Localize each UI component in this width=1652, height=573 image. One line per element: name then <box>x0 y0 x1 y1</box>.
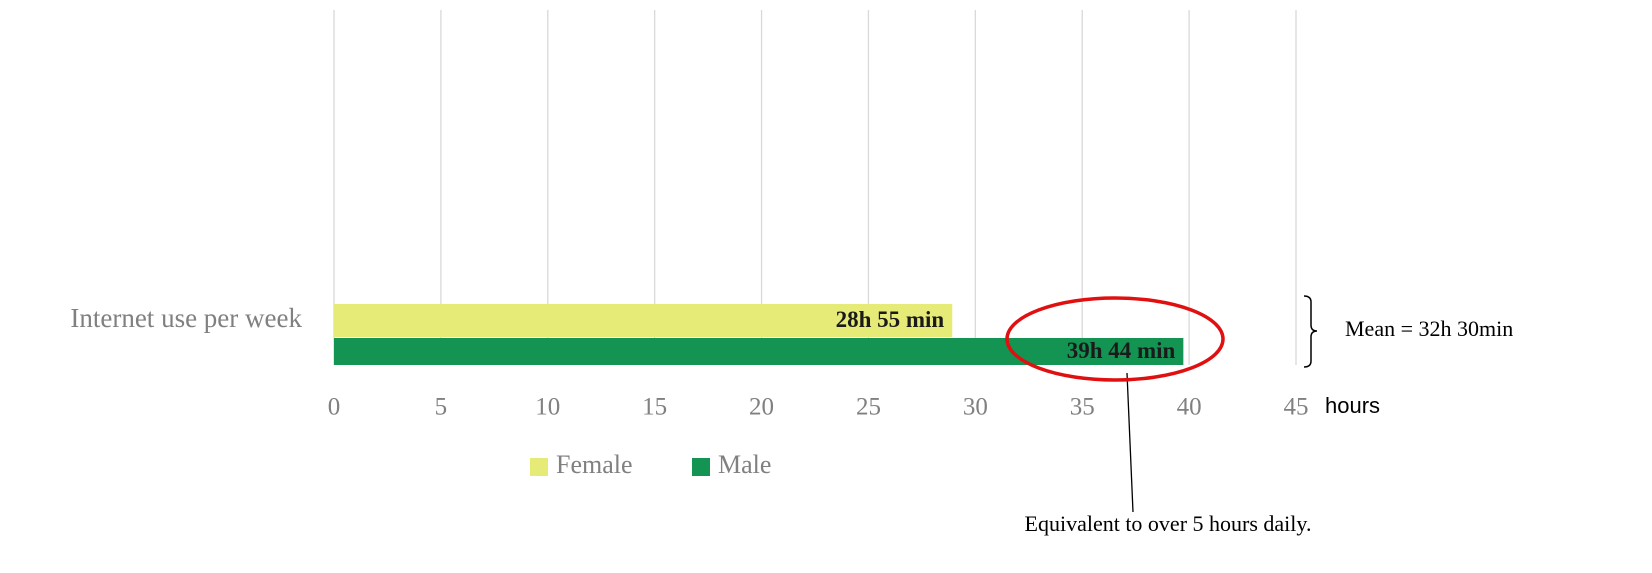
daily-annotation: Equivalent to over 5 hours daily. <box>1025 511 1312 536</box>
x-tick-label: 5 <box>435 394 448 421</box>
x-tick-label: 40 <box>1177 394 1202 421</box>
x-axis-label: hours <box>1325 393 1380 418</box>
x-tick-label: 10 <box>535 394 560 421</box>
bar <box>334 338 1184 365</box>
legend-label: Female <box>556 450 633 479</box>
legend-swatch <box>530 458 548 476</box>
legend-label: Male <box>718 450 771 479</box>
bar <box>334 304 953 337</box>
x-tick-label: 30 <box>963 394 988 421</box>
x-tick-label: 0 <box>328 394 341 421</box>
callout-line <box>1126 372 1134 513</box>
mean-annotation: Mean = 32h 30min <box>1345 316 1513 341</box>
highlight-circle <box>1005 296 1225 382</box>
bracket <box>1303 295 1318 368</box>
x-tick-label: 25 <box>856 394 881 421</box>
x-tick-label: 35 <box>1070 394 1095 421</box>
data-label: 28h 55 min <box>836 307 945 332</box>
x-tick-label: 20 <box>749 394 774 421</box>
data-label: 39h 44 min <box>1067 338 1176 363</box>
x-tick-label: 45 <box>1284 394 1309 421</box>
y-tick-label: Internet use per week <box>70 303 302 333</box>
x-tick-label: 15 <box>642 394 667 421</box>
legend-swatch <box>692 458 710 476</box>
